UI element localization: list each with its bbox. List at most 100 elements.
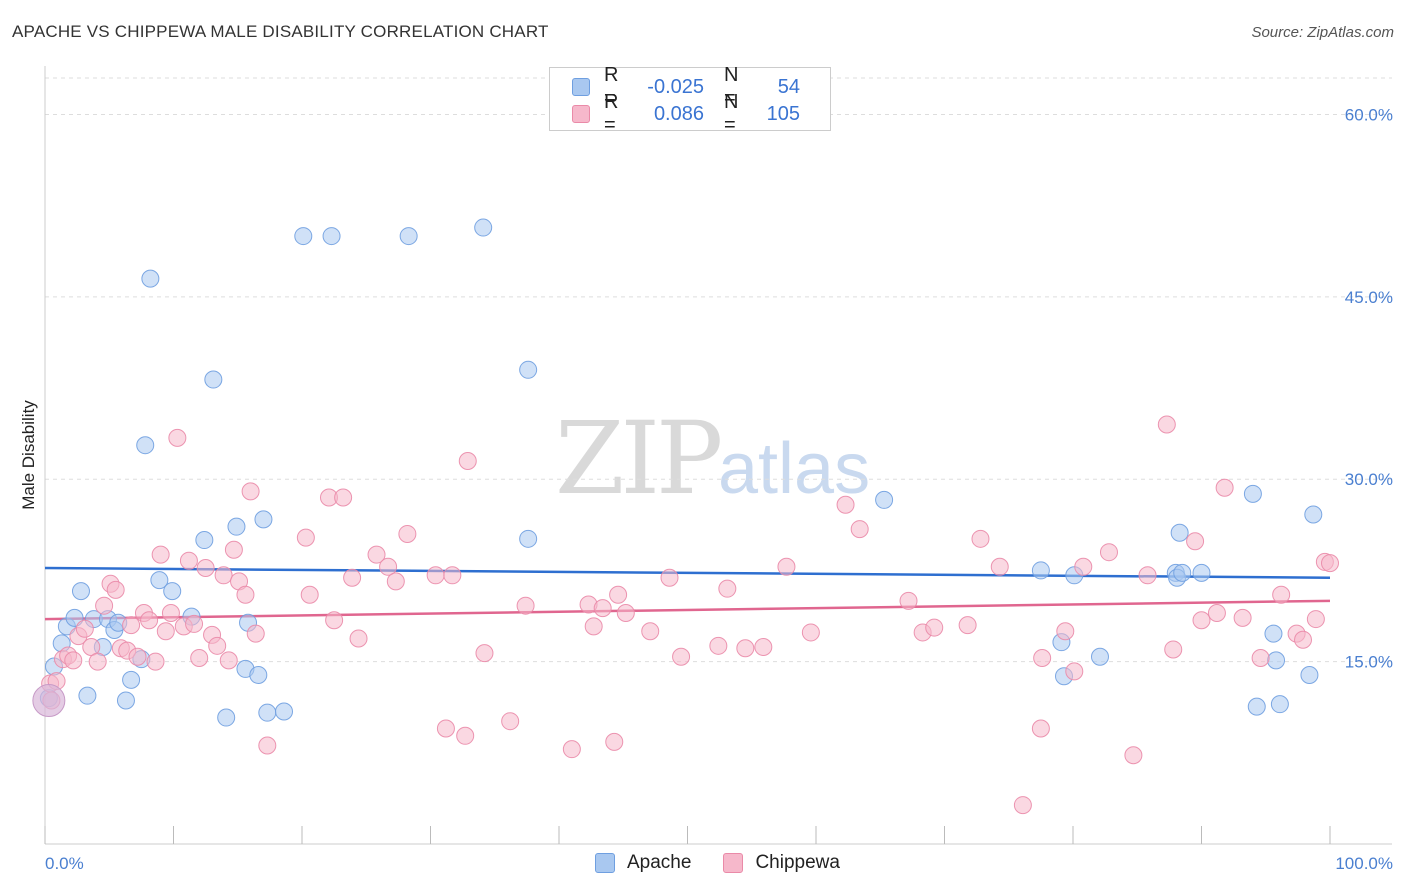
chippewa-point: [616, 603, 635, 622]
r-value: 0.086: [653, 102, 704, 125]
chippewa-point: [641, 622, 660, 641]
chippewa-point: [458, 452, 477, 470]
chippewa-point: [1033, 648, 1052, 667]
watermark-atlas: atlas: [718, 429, 871, 509]
chippewa-point: [161, 603, 180, 622]
apache-point: [1264, 624, 1283, 643]
n-label: N =: [724, 64, 739, 109]
apache-point: [1090, 647, 1109, 666]
chippewa-point: [609, 585, 628, 604]
chippewa-point: [1065, 662, 1084, 681]
chippewa-point: [190, 648, 209, 667]
correlation-legend: R = -0.025 N = 54 R = 0.086 N = 105: [549, 64, 831, 136]
x-tick-label: 0.0%: [45, 854, 84, 873]
chippewa-point: [475, 644, 494, 663]
chippewa-point: [185, 614, 204, 633]
data-points: [32, 218, 1339, 815]
chippewa-point: [1013, 796, 1032, 815]
chippewa-point: [1321, 554, 1339, 573]
apache-point: [1192, 563, 1211, 582]
apache-point: [1170, 523, 1189, 542]
chippewa-point: [1074, 557, 1093, 576]
chippewa-trend-line: [44, 599, 1331, 621]
apache-swatch: [595, 853, 615, 873]
chippewa-point: [236, 585, 255, 604]
chippewa-point: [214, 566, 233, 585]
chippewa-swatch: [572, 105, 590, 123]
chippewa-point: [1164, 640, 1183, 659]
chippewa-point: [516, 596, 535, 615]
chippewa-point: [605, 732, 624, 751]
apache-point: [254, 510, 273, 529]
watermark-zip: ZIP: [555, 400, 723, 517]
chippewa-point: [64, 651, 83, 670]
chippewa-point: [1124, 746, 1143, 765]
chippewa-point: [168, 428, 187, 447]
apache-point: [71, 582, 90, 601]
r-label: R =: [604, 91, 619, 136]
chippewa-point: [850, 520, 869, 539]
chippewa-point: [122, 616, 141, 635]
legend-row-chippewa: R = 0.086 N = 105: [550, 91, 800, 136]
chippewa-point: [1294, 630, 1313, 649]
chippewa-point: [562, 740, 581, 759]
chippewa-point: [1233, 608, 1252, 627]
chippewa-point: [971, 529, 990, 548]
n-value: 54: [777, 75, 800, 98]
chippewa-point: [349, 629, 368, 648]
chippewa-point: [443, 566, 462, 585]
chippewa-point: [88, 652, 107, 671]
trend-lines: [44, 566, 1331, 621]
chippewa-point: [801, 623, 820, 642]
chippewa-point: [343, 568, 362, 587]
n-value: 105: [766, 102, 800, 125]
chippewa-point: [95, 596, 114, 615]
chippewa-point: [1272, 585, 1291, 604]
chippewa-point: [241, 482, 260, 501]
chippewa-point: [754, 638, 773, 657]
apache-point: [474, 218, 493, 237]
chippewa-point: [1186, 532, 1205, 551]
y-tick-label: 15.0%: [1345, 653, 1393, 672]
chippewa-point: [151, 545, 170, 564]
chippewa-point: [300, 585, 319, 604]
apache-point: [1243, 484, 1262, 503]
chippewa-point: [325, 611, 344, 630]
chippewa-point: [1031, 719, 1050, 738]
chippewa-point: [146, 652, 165, 671]
chippewa-point: [1157, 415, 1176, 434]
chippewa-point: [1251, 648, 1270, 667]
chippewa-point: [258, 736, 277, 755]
r-value: -0.025: [647, 75, 704, 98]
apache-point: [1304, 505, 1323, 524]
y-axis-label: Male Disability: [19, 400, 38, 510]
chippewa-point: [1138, 566, 1157, 585]
apache-point: [1173, 563, 1192, 582]
apache-point: [1031, 561, 1050, 580]
chippewa-point: [334, 488, 353, 507]
chippewa-point: [436, 719, 455, 738]
apache-point: [150, 571, 169, 590]
legend-item-apache: Apache: [595, 852, 691, 874]
cluster-point: [32, 684, 66, 718]
chippewa-point: [836, 495, 855, 514]
y-tick-label: 60.0%: [1345, 105, 1393, 124]
apache-point: [519, 529, 538, 548]
chippewa-point: [777, 557, 796, 576]
chippewa-point: [398, 524, 417, 543]
legend-label-chippewa: Chippewa: [755, 852, 840, 873]
chippewa-point: [990, 557, 1009, 576]
y-tick-label: 30.0%: [1345, 470, 1393, 489]
chippewa-point: [179, 551, 198, 570]
x-tick-label: 100.0%: [1335, 854, 1393, 873]
chippewa-point: [958, 616, 977, 635]
axis-labels: 15.0% 30.0% 45.0% 60.0% 0.0% 100.0% Male Disab…: [19, 105, 1393, 873]
apache-point: [399, 227, 418, 246]
chippewa-point: [156, 622, 175, 641]
apache-point: [195, 531, 214, 550]
chippewa-point: [501, 712, 520, 731]
apache-point: [1267, 651, 1286, 670]
chippewa-point: [584, 617, 603, 636]
chippewa-point: [196, 558, 215, 577]
n-label: N =: [724, 91, 739, 136]
